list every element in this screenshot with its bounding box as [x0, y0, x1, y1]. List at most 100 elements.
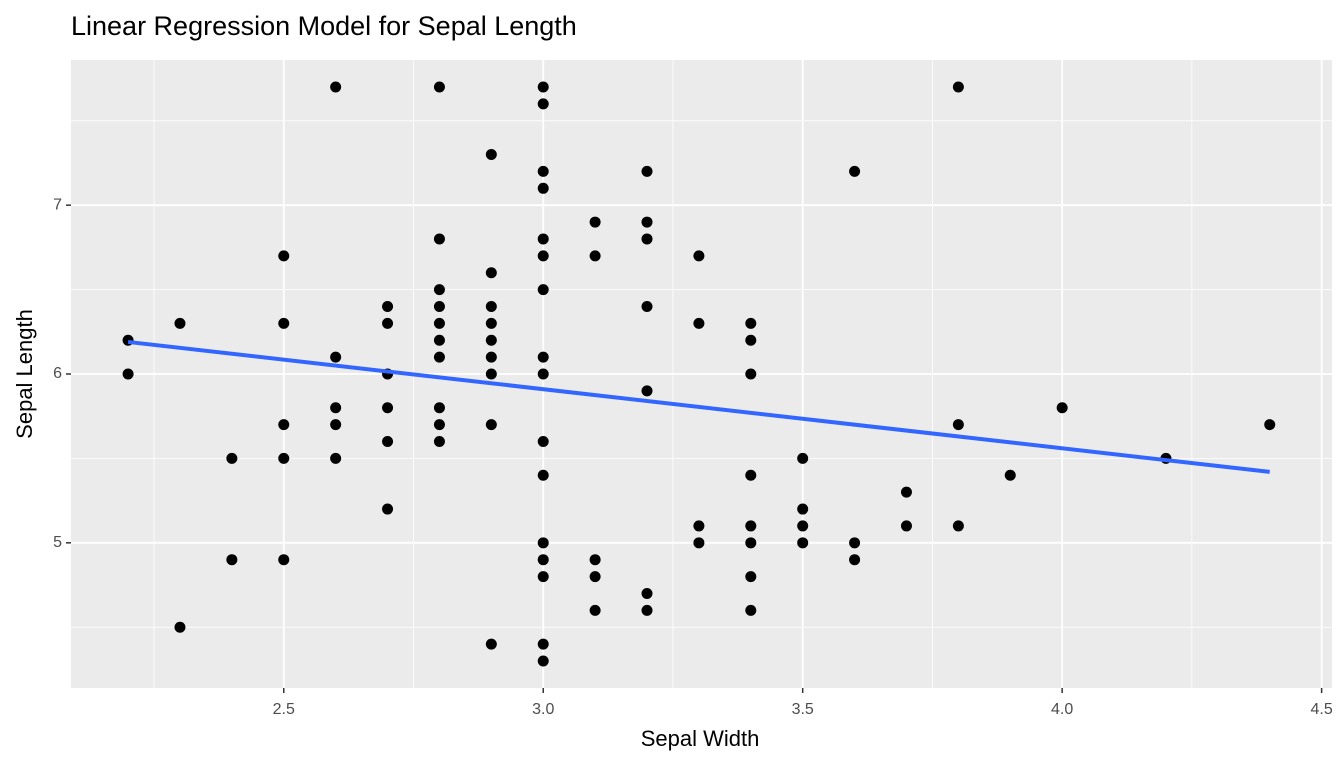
point	[330, 452, 342, 464]
point	[797, 520, 809, 532]
x-tick-label: 4.0	[1051, 701, 1073, 718]
point	[278, 419, 290, 431]
point	[849, 537, 861, 549]
point	[433, 81, 445, 93]
point	[537, 98, 549, 110]
point	[900, 486, 912, 498]
point	[797, 503, 809, 515]
point	[433, 300, 445, 312]
point	[278, 250, 290, 262]
point	[797, 537, 809, 549]
point	[537, 436, 549, 448]
x-tick-label: 4.5	[1310, 701, 1332, 718]
regression-line	[127, 339, 1270, 474]
x-tick-label: 3.0	[532, 701, 554, 718]
x-tick-label: 3.5	[792, 701, 814, 718]
point	[589, 571, 601, 583]
point	[537, 655, 549, 667]
point	[485, 334, 497, 346]
point	[174, 317, 186, 329]
point	[745, 317, 757, 329]
point	[537, 638, 549, 650]
point	[485, 317, 497, 329]
point	[330, 402, 342, 414]
point	[745, 469, 757, 481]
point	[745, 571, 757, 583]
point	[537, 81, 549, 93]
point	[382, 436, 394, 448]
point	[900, 520, 912, 532]
point	[641, 587, 653, 599]
point	[537, 351, 549, 363]
point	[537, 165, 549, 177]
point	[641, 233, 653, 245]
point	[537, 368, 549, 380]
point	[485, 351, 497, 363]
point	[537, 233, 549, 245]
point	[537, 554, 549, 566]
point	[485, 149, 497, 161]
point	[745, 368, 757, 380]
x-tick-label: 2.5	[273, 701, 295, 718]
point	[382, 402, 394, 414]
point	[693, 537, 705, 549]
point	[537, 250, 549, 262]
point	[433, 284, 445, 296]
y-tick-label: 7	[53, 196, 62, 213]
point	[433, 402, 445, 414]
point	[174, 621, 186, 633]
point	[745, 537, 757, 549]
point	[952, 419, 964, 431]
point	[382, 503, 394, 515]
point	[1264, 419, 1276, 431]
point	[952, 520, 964, 532]
point	[485, 368, 497, 380]
point	[952, 81, 964, 93]
point	[433, 317, 445, 329]
point	[485, 638, 497, 650]
point	[693, 520, 705, 532]
point	[589, 216, 601, 228]
point	[485, 267, 497, 279]
point	[226, 452, 238, 464]
point	[433, 334, 445, 346]
point	[278, 452, 290, 464]
point	[537, 182, 549, 194]
point	[433, 419, 445, 431]
point	[693, 317, 705, 329]
point	[589, 604, 601, 616]
point	[537, 571, 549, 583]
point	[382, 300, 394, 312]
point	[589, 554, 601, 566]
y-tick-label: 5	[53, 534, 62, 551]
point	[226, 554, 238, 566]
point	[589, 250, 601, 262]
point	[797, 452, 809, 464]
point	[485, 419, 497, 431]
point	[278, 554, 290, 566]
point	[641, 385, 653, 397]
point	[745, 604, 757, 616]
point	[382, 317, 394, 329]
point	[745, 520, 757, 532]
y-tick-label: 6	[53, 365, 62, 382]
point	[537, 469, 549, 481]
point	[849, 165, 861, 177]
y-axis-label: Sepal Length	[12, 309, 37, 439]
x-axis-label: Sepal Width	[641, 726, 760, 751]
point	[641, 165, 653, 177]
point	[641, 216, 653, 228]
point	[122, 368, 134, 380]
point	[330, 351, 342, 363]
point	[693, 250, 705, 262]
point	[537, 284, 549, 296]
point	[485, 300, 497, 312]
point	[641, 604, 653, 616]
point	[278, 317, 290, 329]
point	[330, 419, 342, 431]
point	[433, 436, 445, 448]
point	[433, 233, 445, 245]
chart-title: Linear Regression Model for Sepal Length	[71, 11, 577, 41]
